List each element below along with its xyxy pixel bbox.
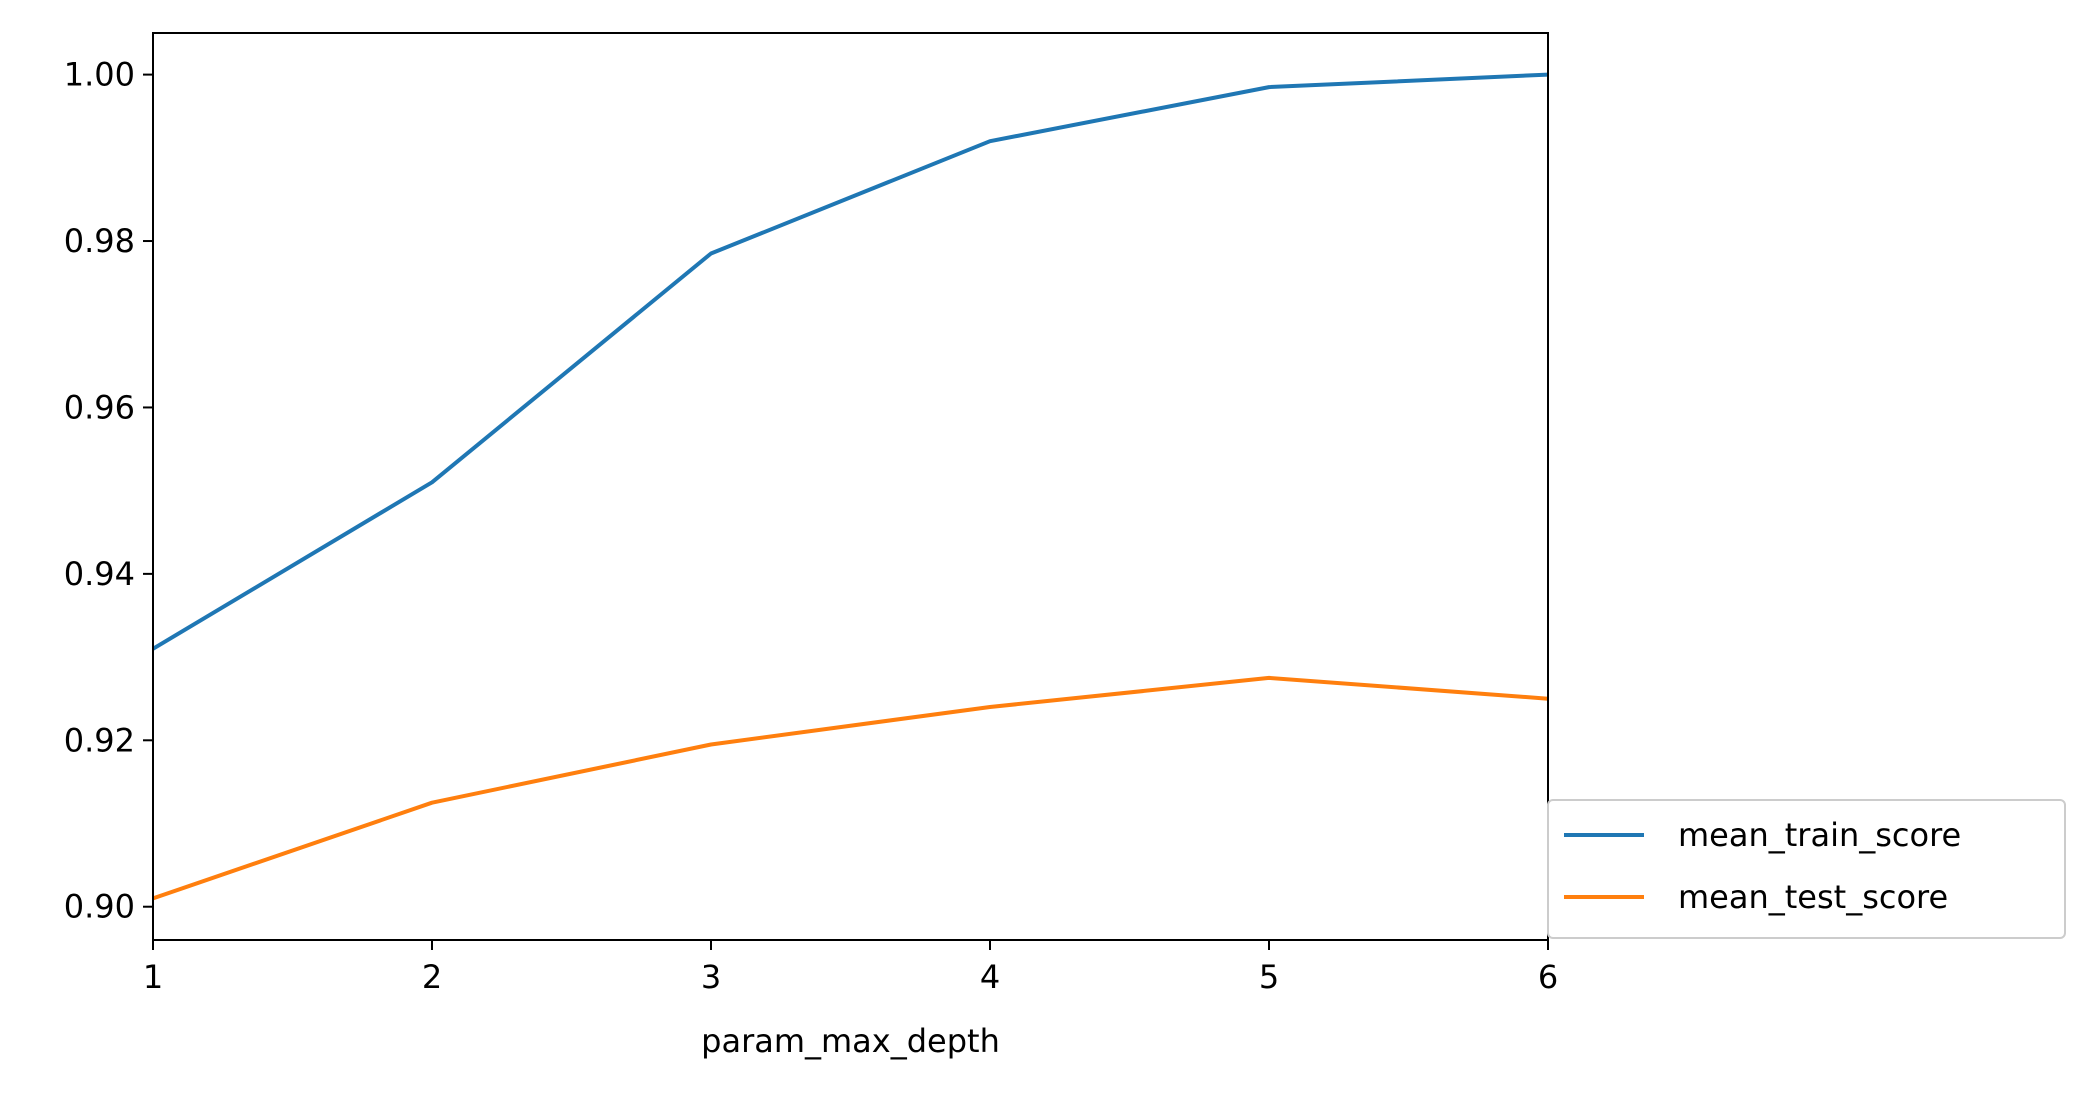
x-axis-label: param_max_depth (701, 1022, 1000, 1060)
legend: mean_train_score mean_test_score (1547, 799, 2066, 939)
legend-label: mean_train_score (1678, 816, 1961, 854)
y-tick-label: 0.92 (64, 721, 135, 759)
legend-box (1547, 799, 2066, 939)
series-line-mean-train-score (151, 72, 1549, 651)
plot-area (151, 32, 1549, 941)
series-line-mean-test-score (152, 675, 1549, 901)
x-axis: 1 2 3 4 5 6 (143, 940, 1558, 996)
y-tick-label: 1.00 (64, 56, 135, 94)
x-tick-label: 3 (701, 958, 721, 996)
y-tick-label: 0.94 (64, 555, 135, 593)
x-tick-label: 5 (1259, 958, 1279, 996)
x-tick-label: 2 (422, 958, 442, 996)
y-tick-label: 0.96 (64, 388, 135, 426)
axes-frame (152, 32, 1549, 941)
y-axis: 0.90 0.92 0.94 0.96 0.98 1.00 (64, 56, 153, 926)
legend-label: mean_test_score (1678, 878, 1948, 916)
y-tick-label: 0.98 (64, 222, 135, 260)
x-tick-label: 4 (980, 958, 1000, 996)
x-tick-label: 6 (1538, 958, 1558, 996)
x-tick-label: 1 (143, 958, 163, 996)
y-tick-label: 0.90 (64, 888, 135, 926)
